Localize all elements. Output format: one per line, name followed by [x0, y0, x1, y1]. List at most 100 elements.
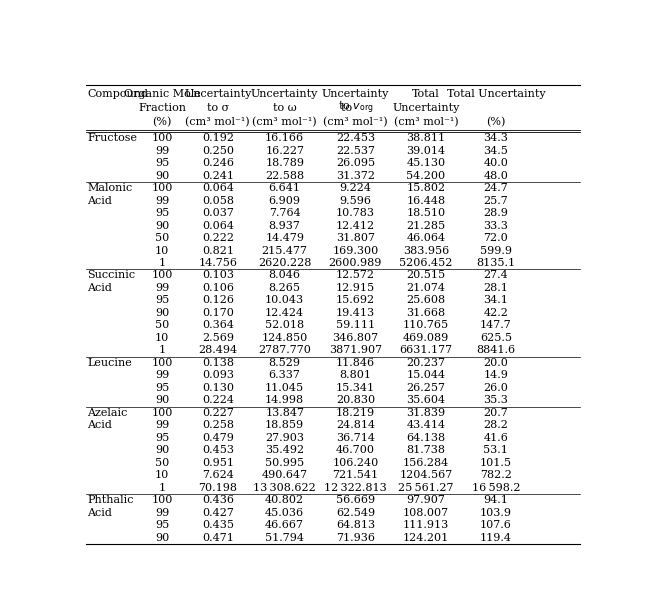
Text: 8.265: 8.265	[269, 283, 301, 293]
Text: Organic Mole: Organic Mole	[124, 89, 201, 99]
Text: 599.9: 599.9	[480, 246, 512, 255]
Text: 14.479: 14.479	[265, 233, 304, 243]
Text: 490.647: 490.647	[261, 470, 308, 480]
Text: 0.064: 0.064	[202, 183, 234, 193]
Text: 119.4: 119.4	[480, 533, 512, 543]
Text: 21.285: 21.285	[406, 220, 446, 230]
Text: 15.802: 15.802	[406, 183, 446, 193]
Text: 42.2: 42.2	[483, 308, 509, 318]
Text: 22.537: 22.537	[336, 146, 375, 155]
Text: 34.3: 34.3	[483, 133, 509, 143]
Text: 26.257: 26.257	[406, 383, 445, 393]
Text: 100: 100	[151, 358, 173, 368]
Text: 10: 10	[155, 246, 169, 255]
Text: 0.453: 0.453	[202, 445, 234, 456]
Text: 0.227: 0.227	[202, 408, 234, 418]
Text: 5206.452: 5206.452	[399, 258, 453, 268]
Text: 95: 95	[155, 383, 169, 393]
Text: 35.604: 35.604	[406, 395, 446, 405]
Text: 8.937: 8.937	[269, 220, 301, 230]
Text: 110.765: 110.765	[403, 321, 449, 330]
Text: 53.1: 53.1	[483, 445, 509, 456]
Text: 27.4: 27.4	[483, 271, 508, 281]
Text: 0.103: 0.103	[202, 271, 234, 281]
Text: 8841.6: 8841.6	[476, 346, 516, 356]
Text: 18.510: 18.510	[406, 208, 446, 218]
Text: 46.667: 46.667	[265, 520, 304, 530]
Text: 6631.177: 6631.177	[399, 346, 452, 356]
Text: 8135.1: 8135.1	[476, 258, 516, 268]
Text: 7.764: 7.764	[269, 208, 301, 218]
Text: 90: 90	[155, 445, 169, 456]
Text: 99: 99	[155, 508, 169, 518]
Text: Succinic: Succinic	[87, 271, 135, 281]
Text: 9.596: 9.596	[339, 195, 371, 206]
Text: 50: 50	[155, 233, 169, 243]
Text: Acid: Acid	[87, 421, 113, 430]
Text: 64.138: 64.138	[406, 433, 446, 443]
Text: 0.471: 0.471	[202, 533, 234, 543]
Text: 0.138: 0.138	[202, 358, 234, 368]
Text: 124.850: 124.850	[261, 333, 308, 343]
Text: 383.956: 383.956	[403, 246, 449, 255]
Text: 0.064: 0.064	[202, 220, 234, 230]
Text: 169.300: 169.300	[332, 246, 378, 255]
Text: 21.074: 21.074	[406, 283, 445, 293]
Text: 469.089: 469.089	[403, 333, 449, 343]
Text: 20.237: 20.237	[406, 358, 445, 368]
Text: 0.222: 0.222	[202, 233, 234, 243]
Text: 24.814: 24.814	[336, 421, 375, 430]
Text: 18.789: 18.789	[265, 158, 304, 168]
Text: 15.341: 15.341	[336, 383, 375, 393]
Text: 25.608: 25.608	[406, 295, 446, 306]
Text: 40.0: 40.0	[483, 158, 509, 168]
Text: 50.995: 50.995	[265, 458, 304, 468]
Text: 782.2: 782.2	[480, 470, 512, 480]
Text: 90: 90	[155, 533, 169, 543]
Text: 6.641: 6.641	[269, 183, 301, 193]
Text: 18.859: 18.859	[265, 421, 304, 430]
Text: 16.227: 16.227	[265, 146, 304, 155]
Text: (%): (%)	[152, 117, 171, 128]
Text: 62.549: 62.549	[336, 508, 375, 518]
Text: 28.2: 28.2	[483, 421, 509, 430]
Text: 1: 1	[159, 483, 166, 493]
Text: 625.5: 625.5	[480, 333, 512, 343]
Text: 0.126: 0.126	[202, 295, 234, 306]
Text: 1: 1	[159, 258, 166, 268]
Text: 45.036: 45.036	[265, 508, 304, 518]
Text: 46.700: 46.700	[336, 445, 375, 456]
Text: 33.3: 33.3	[483, 220, 509, 230]
Text: 28.9: 28.9	[483, 208, 509, 218]
Text: 54.200: 54.200	[406, 171, 446, 181]
Text: 0.821: 0.821	[202, 246, 234, 255]
Text: (cm³ mol⁻¹): (cm³ mol⁻¹)	[323, 117, 388, 128]
Text: 16.166: 16.166	[265, 133, 304, 143]
Text: 0.435: 0.435	[202, 520, 234, 530]
Text: 50: 50	[155, 321, 169, 330]
Text: 10: 10	[155, 333, 169, 343]
Text: 0.037: 0.037	[202, 208, 234, 218]
Text: 8.529: 8.529	[269, 358, 301, 368]
Text: 10.783: 10.783	[336, 208, 375, 218]
Text: 101.5: 101.5	[480, 458, 512, 468]
Text: 106.240: 106.240	[332, 458, 378, 468]
Text: 31.372: 31.372	[336, 171, 375, 181]
Text: 26.095: 26.095	[336, 158, 375, 168]
Text: 27.903: 27.903	[265, 433, 304, 443]
Text: 38.811: 38.811	[406, 133, 446, 143]
Text: 0.106: 0.106	[202, 283, 234, 293]
Text: 45.130: 45.130	[406, 158, 446, 168]
Text: 71.936: 71.936	[336, 533, 375, 543]
Text: 6.909: 6.909	[269, 195, 301, 206]
Text: 18.219: 18.219	[336, 408, 375, 418]
Text: 0.246: 0.246	[202, 158, 234, 168]
Text: Acid: Acid	[87, 195, 113, 206]
Text: 2.569: 2.569	[202, 333, 234, 343]
Text: 156.284: 156.284	[403, 458, 449, 468]
Text: 12.424: 12.424	[265, 308, 304, 318]
Text: 99: 99	[155, 195, 169, 206]
Text: to: to	[341, 103, 355, 113]
Text: 9.224: 9.224	[339, 183, 371, 193]
Text: Fraction: Fraction	[138, 103, 186, 113]
